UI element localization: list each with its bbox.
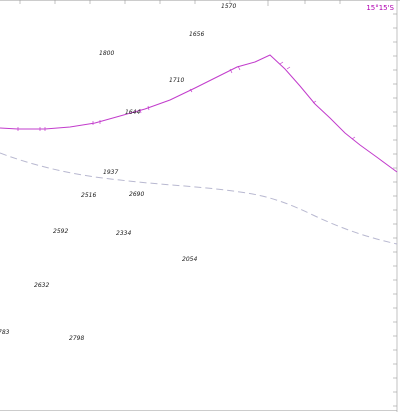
dashed-boundary [0,152,398,245]
sounding-2516: 2516 [81,192,96,199]
sounding-783: 783 [0,329,10,336]
sounding-2798: 2798 [69,335,84,342]
sounding-1570: 1570 [221,3,236,10]
sounding-1710: 1710 [169,77,184,84]
sounding-2632: 2632 [34,282,49,289]
sounding-1656: 1656 [189,31,204,38]
depth-soundings: 1570 1656 1800 1710 1644 1937 2516 2690 … [0,3,236,342]
latitude-line[interactable] [0,54,398,173]
sounding-2690: 2690 [129,191,144,198]
sounding-2592: 2592 [53,228,68,235]
sounding-2054: 2054 [182,256,197,263]
sounding-1800: 1800 [99,50,114,57]
sounding-2334: 2334 [116,230,131,237]
top-frame-scale [0,0,400,6]
sounding-1937: 1937 [103,169,118,176]
latitude-label: 15°15'S [366,4,394,12]
sounding-1644: 1644 [125,109,140,116]
latitude-line-ticks [17,61,356,140]
right-frame-scale [393,0,398,412]
